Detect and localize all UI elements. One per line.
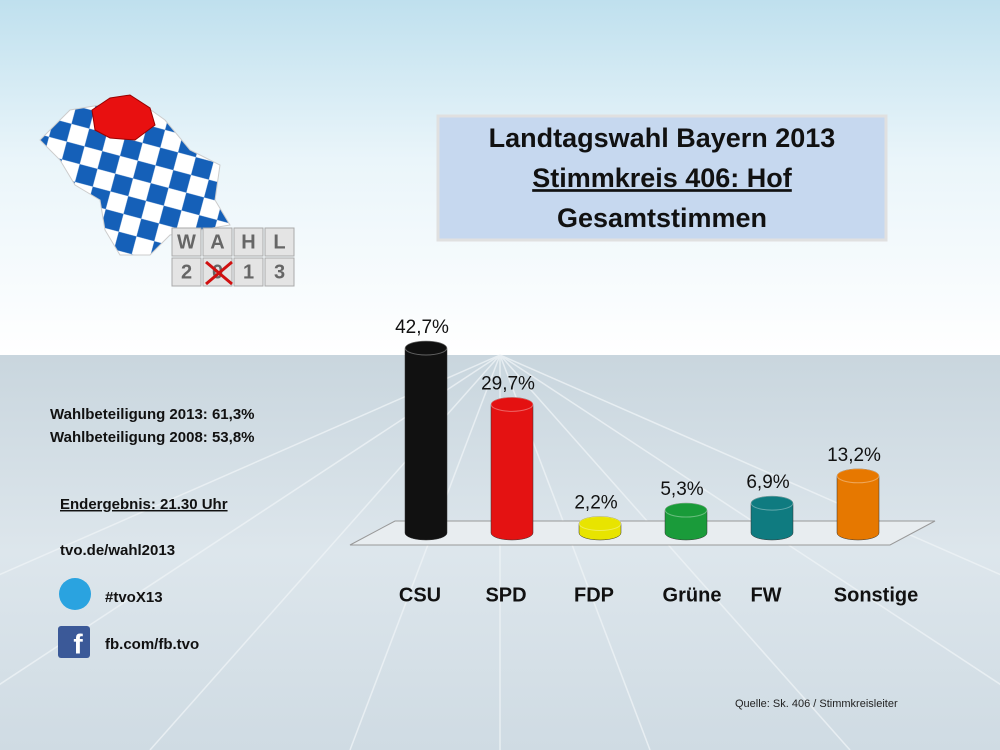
value-label: 42,7%	[395, 317, 449, 338]
facebook-icon	[58, 626, 90, 658]
bar	[836, 468, 880, 541]
wahl-logo: WAHL2013	[171, 227, 295, 287]
category-label: CSU	[399, 584, 441, 606]
bar	[404, 340, 448, 541]
twitter-icon	[59, 578, 91, 610]
logo-cube	[233, 257, 264, 287]
floor-lines	[0, 354, 1000, 750]
bar-cap	[578, 515, 622, 531]
logo-letter: 2	[181, 261, 192, 283]
turnout-2008: Wahlbeteiligung 2008: 53,8%	[50, 429, 255, 446]
title-box	[436, 114, 888, 242]
bar	[490, 397, 534, 541]
chart: 42,7% CSU 29,7% SPD 2,2% FDP 5,3% Grüne 6,9% FW 13…	[395, 317, 918, 606]
source: Quelle: Sk. 406 / Stimmkreisleiter	[735, 698, 898, 710]
logo-letter: 1	[243, 261, 254, 283]
logo-letter: L	[273, 231, 285, 253]
logo-letter: W	[177, 231, 196, 253]
value-label: 6,9%	[746, 472, 789, 493]
hof-region	[91, 94, 156, 141]
logo-cube	[233, 227, 264, 257]
facebook-f: f	[73, 628, 83, 659]
value-label: 5,3%	[660, 479, 703, 500]
bar-cap	[836, 468, 880, 484]
logo-cube	[264, 257, 295, 287]
website: tvo.de/wahl2013	[60, 542, 175, 559]
logo-letter: A	[210, 231, 224, 253]
bar-cap	[664, 502, 708, 518]
bar-cap	[490, 396, 534, 412]
final-result: Endergebnis: 21.30 Uhr	[60, 496, 228, 513]
logo-letter: H	[241, 231, 255, 253]
hashtag: #tvoX13	[105, 589, 163, 606]
logo-cube	[171, 227, 202, 257]
category-label: FW	[750, 584, 781, 606]
logo-cube	[264, 227, 295, 257]
logo-cube	[171, 257, 202, 287]
title: Landtagswahl Bayern 2013	[489, 123, 836, 153]
logo-cross	[205, 260, 233, 286]
category-label: Grüne	[663, 584, 722, 606]
category-label: FDP	[574, 584, 614, 606]
turnout-2013: Wahlbeteiligung 2013: 61,3%	[50, 406, 255, 423]
subtitle-2: Gesamtstimmen	[557, 203, 767, 233]
bar-cap	[750, 495, 794, 511]
value-label: 13,2%	[827, 445, 881, 466]
logo-letter: 3	[274, 261, 285, 283]
subtitle: Stimmkreis 406: Hof	[532, 163, 793, 193]
value-label: 29,7%	[481, 373, 535, 394]
value-label: 2,2%	[574, 492, 617, 513]
facebook: fb.com/fb.tvo	[105, 636, 199, 653]
bar-cap	[404, 340, 448, 356]
category-label: SPD	[485, 584, 526, 606]
category-label: Sonstige	[834, 584, 918, 606]
logo-cube	[202, 227, 233, 257]
